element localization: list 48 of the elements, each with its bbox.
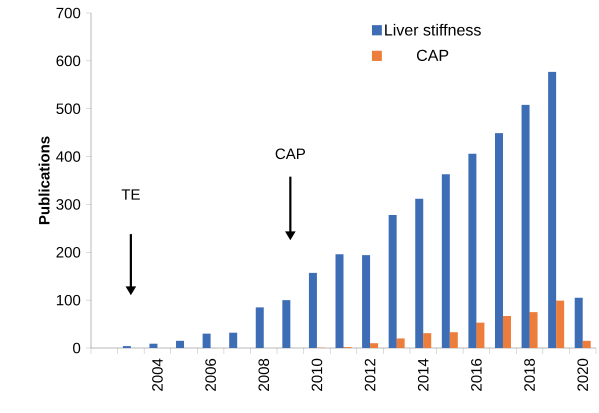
y-tick-label: 0 [73,342,80,354]
x-tick-label: 2016 [471,358,482,391]
y-tick-label: 700 [56,8,80,18]
legend-label: CAP [416,50,448,62]
bar [522,104,530,348]
bar [282,300,290,348]
bar [308,272,317,348]
bar [423,333,432,348]
bar [362,255,370,348]
x-tick-label: 2014 [418,358,429,391]
y-axis-title: Publications [38,136,50,224]
bar [388,214,397,348]
bar [442,174,450,348]
bar [415,198,424,348]
bar [468,154,476,348]
y-tick-label: 200 [56,246,80,258]
x-tick-label: 2012 [364,358,376,391]
bar [548,72,556,348]
y-tick-label: 500 [56,103,80,114]
bar [530,312,538,348]
bar [176,340,184,348]
bar [556,300,564,348]
bar [336,254,344,348]
bar [370,343,378,348]
x-tick-label: 2020 [577,358,588,391]
x-tick-label: 2004 [152,358,163,391]
x-tick-label: 2008 [258,358,270,391]
x-tick-label: 2010 [312,358,322,391]
bar [450,332,458,348]
bar [574,298,583,348]
bar [494,133,503,348]
x-tick-label: 2006 [205,358,216,391]
bar [476,322,484,348]
bar [396,338,405,348]
y-tick-label: 400 [56,151,80,162]
y-tick-label: 600 [56,56,80,66]
legend-label: Liver stiffness [385,24,481,36]
bar [256,307,264,348]
bar [229,332,238,348]
bar [582,340,591,348]
bar [149,344,158,348]
y-tick-label: 100 [56,294,80,306]
annotation: TE [122,189,140,200]
bar [202,334,211,348]
x-tick-label: 2018 [524,358,535,391]
y-tick-label: 300 [56,199,80,210]
annotation: CAP [276,148,305,160]
bar [502,316,511,348]
